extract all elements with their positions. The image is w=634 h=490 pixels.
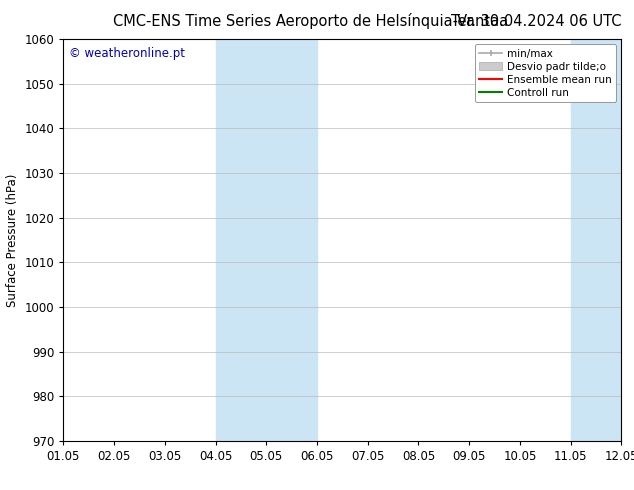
- Text: © weatheronline.pt: © weatheronline.pt: [69, 47, 185, 60]
- Bar: [216, 39, 317, 441]
- Text: CMC-ENS Time Series Aeroporto de Helsínquia-Vantaa: CMC-ENS Time Series Aeroporto de Helsínq…: [113, 13, 508, 29]
- Legend: min/max, Desvio padr tilde;o, Ensemble mean run, Controll run: min/max, Desvio padr tilde;o, Ensemble m…: [475, 45, 616, 102]
- Text: Ter. 30.04.2024 06 UTC: Ter. 30.04.2024 06 UTC: [451, 14, 621, 29]
- Bar: [571, 39, 634, 441]
- Y-axis label: Surface Pressure (hPa): Surface Pressure (hPa): [6, 173, 19, 307]
